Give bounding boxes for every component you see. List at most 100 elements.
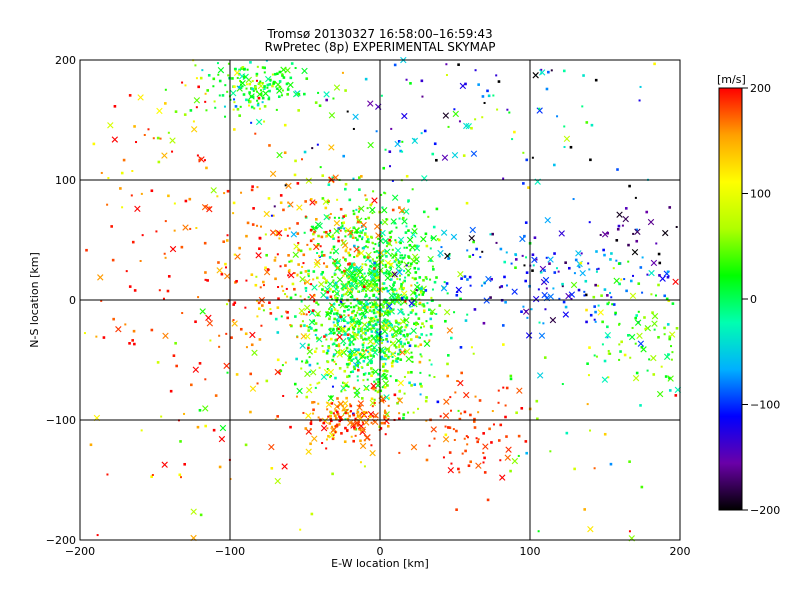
data-point xyxy=(307,329,310,332)
data-point xyxy=(416,262,419,265)
data-point xyxy=(355,304,358,307)
data-point-x xyxy=(314,310,321,318)
data-point xyxy=(259,81,262,84)
data-point xyxy=(268,144,271,147)
data-point-x xyxy=(377,249,385,257)
data-point xyxy=(625,289,628,293)
data-point xyxy=(371,405,374,408)
data-point xyxy=(350,316,353,319)
data-point xyxy=(403,375,406,378)
data-point xyxy=(390,324,393,327)
data-point xyxy=(307,326,310,329)
data-point xyxy=(281,285,284,288)
data-point xyxy=(164,88,167,91)
data-point xyxy=(376,390,380,394)
data-point xyxy=(450,409,453,412)
data-point xyxy=(477,411,480,414)
data-point xyxy=(204,424,207,428)
data-point xyxy=(236,107,240,111)
data-point xyxy=(419,343,423,347)
data-point-x xyxy=(332,248,340,255)
data-point xyxy=(157,160,161,164)
data-point xyxy=(553,271,557,274)
data-point xyxy=(531,156,534,159)
data-point xyxy=(596,268,599,271)
data-point xyxy=(620,278,623,281)
data-point xyxy=(208,206,211,209)
data-point xyxy=(418,360,422,364)
data-point xyxy=(309,198,313,201)
data-point xyxy=(410,384,413,387)
data-point xyxy=(562,69,566,73)
data-point xyxy=(130,194,133,197)
data-point xyxy=(415,321,418,324)
data-point xyxy=(444,319,447,323)
data-point xyxy=(300,313,303,316)
data-point xyxy=(382,357,386,361)
data-point xyxy=(370,316,373,320)
y-axis-label: N-S location [km] xyxy=(28,252,41,348)
data-point xyxy=(363,337,367,341)
data-point xyxy=(606,325,609,329)
data-point xyxy=(427,215,430,218)
data-point xyxy=(195,77,198,80)
data-point xyxy=(360,276,363,279)
data-point xyxy=(472,420,476,423)
data-point xyxy=(85,248,88,252)
data-point xyxy=(428,444,431,447)
data-point xyxy=(345,396,348,400)
data-point xyxy=(364,387,368,391)
data-point xyxy=(531,253,535,257)
data-point xyxy=(265,253,268,257)
data-point-x xyxy=(443,308,451,316)
data-point-x xyxy=(504,454,511,461)
data-point xyxy=(205,109,208,112)
data-point xyxy=(368,321,371,324)
data-point xyxy=(363,304,367,308)
data-point xyxy=(321,250,324,253)
data-point xyxy=(326,408,329,411)
data-point xyxy=(635,314,639,317)
data-point xyxy=(305,395,309,399)
data-point xyxy=(254,87,257,91)
data-point xyxy=(504,300,507,304)
data-point xyxy=(338,260,341,263)
data-point xyxy=(347,267,351,271)
data-point xyxy=(359,461,362,464)
data-point-x xyxy=(485,275,492,283)
data-point xyxy=(657,252,661,256)
data-point xyxy=(430,236,434,240)
data-point xyxy=(548,262,551,265)
data-point xyxy=(346,308,349,311)
data-point xyxy=(525,451,528,455)
data-point xyxy=(336,323,339,326)
data-point-x xyxy=(190,508,197,515)
data-point xyxy=(107,177,110,180)
data-point xyxy=(477,438,480,441)
data-point xyxy=(545,87,549,91)
data-point xyxy=(398,217,401,220)
data-point xyxy=(399,256,402,259)
data-point xyxy=(251,223,255,226)
data-point xyxy=(490,441,493,444)
data-point xyxy=(511,138,514,141)
data-point-x xyxy=(629,292,637,300)
data-point xyxy=(163,252,166,255)
data-point xyxy=(235,373,239,376)
data-point xyxy=(337,239,340,243)
data-point xyxy=(169,389,173,393)
data-point xyxy=(203,241,207,245)
data-point xyxy=(236,76,239,79)
data-point xyxy=(89,443,93,447)
data-point xyxy=(300,367,303,370)
data-point xyxy=(460,371,463,375)
data-point xyxy=(342,256,345,259)
data-point xyxy=(578,266,581,269)
data-point-x xyxy=(341,282,348,290)
data-point-x xyxy=(372,368,379,375)
data-point xyxy=(365,294,368,298)
data-point xyxy=(377,292,380,295)
data-point-x xyxy=(397,379,405,387)
data-point xyxy=(360,397,364,400)
data-point xyxy=(95,335,98,338)
